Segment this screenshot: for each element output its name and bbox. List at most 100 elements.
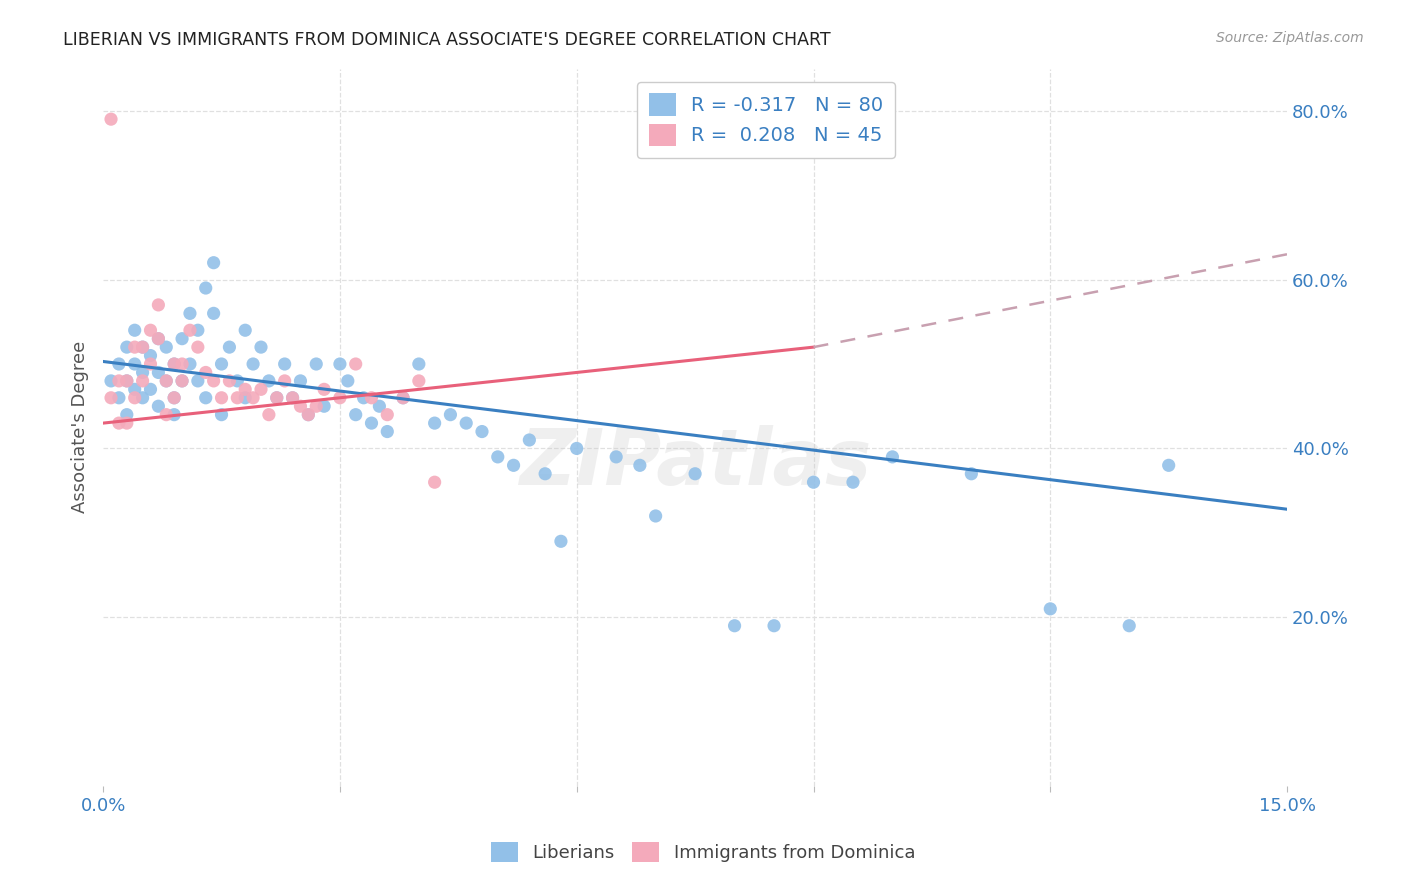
Point: [392, 391, 415, 405]
Point: [108, 391, 131, 405]
Point: [155, 340, 177, 354]
Point: [1118, 618, 1140, 632]
Point: [115, 374, 138, 388]
Point: [170, 357, 193, 371]
Point: [131, 340, 153, 354]
Point: [115, 374, 138, 388]
Point: [187, 340, 209, 354]
Point: [360, 391, 382, 405]
Point: [131, 340, 153, 354]
Point: [202, 256, 225, 270]
Point: [139, 349, 162, 363]
Point: [155, 408, 177, 422]
Point: [329, 357, 352, 371]
Point: [628, 458, 651, 473]
Point: [273, 357, 295, 371]
Point: [392, 391, 415, 405]
Point: [131, 391, 153, 405]
Point: [502, 458, 524, 473]
Point: [124, 340, 146, 354]
Point: [290, 399, 312, 413]
Point: [170, 332, 193, 346]
Point: [124, 382, 146, 396]
Point: [194, 281, 217, 295]
Point: [179, 306, 201, 320]
Point: [170, 374, 193, 388]
Point: [100, 391, 122, 405]
Point: [179, 357, 201, 371]
Point: [187, 323, 209, 337]
Point: [202, 306, 225, 320]
Point: [423, 475, 446, 490]
Point: [1039, 602, 1062, 616]
Point: [266, 391, 288, 405]
Point: [218, 340, 240, 354]
Point: [344, 357, 367, 371]
Point: [1157, 458, 1180, 473]
Point: [115, 408, 138, 422]
Point: [148, 366, 170, 380]
Point: [314, 382, 336, 396]
Point: [163, 391, 186, 405]
Point: [486, 450, 509, 464]
Point: [163, 391, 186, 405]
Point: [305, 399, 328, 413]
Point: [124, 357, 146, 371]
Point: [211, 357, 233, 371]
Point: [336, 374, 359, 388]
Point: [257, 374, 280, 388]
Text: Source: ZipAtlas.com: Source: ZipAtlas.com: [1216, 31, 1364, 45]
Point: [139, 357, 162, 371]
Point: [148, 332, 170, 346]
Point: [124, 323, 146, 337]
Point: [194, 391, 217, 405]
Legend: Liberians, Immigrants from Dominica: Liberians, Immigrants from Dominica: [484, 834, 922, 870]
Point: [218, 374, 240, 388]
Point: [131, 366, 153, 380]
Point: [353, 391, 375, 405]
Point: [368, 399, 391, 413]
Point: [375, 425, 398, 439]
Point: [344, 408, 367, 422]
Point: [842, 475, 865, 490]
Point: [305, 357, 328, 371]
Point: [179, 323, 201, 337]
Point: [266, 391, 288, 405]
Point: [115, 340, 138, 354]
Point: [100, 112, 122, 127]
Point: [108, 357, 131, 371]
Point: [960, 467, 983, 481]
Point: [226, 391, 249, 405]
Point: [211, 408, 233, 422]
Point: [148, 399, 170, 413]
Point: [439, 408, 461, 422]
Legend: R = -0.317   N = 80, R =  0.208   N = 45: R = -0.317 N = 80, R = 0.208 N = 45: [637, 82, 896, 158]
Point: [233, 323, 256, 337]
Point: [233, 391, 256, 405]
Point: [375, 408, 398, 422]
Point: [550, 534, 572, 549]
Point: [683, 467, 706, 481]
Text: LIBERIAN VS IMMIGRANTS FROM DOMINICA ASSOCIATE'S DEGREE CORRELATION CHART: LIBERIAN VS IMMIGRANTS FROM DOMINICA ASS…: [63, 31, 831, 49]
Point: [100, 374, 122, 388]
Point: [882, 450, 904, 464]
Point: [329, 391, 352, 405]
Point: [131, 374, 153, 388]
Point: [408, 374, 430, 388]
Point: [202, 374, 225, 388]
Point: [360, 416, 382, 430]
Point: [242, 391, 264, 405]
Point: [314, 399, 336, 413]
Point: [242, 357, 264, 371]
Point: [148, 298, 170, 312]
Point: [163, 357, 186, 371]
Point: [163, 408, 186, 422]
Point: [250, 382, 273, 396]
Point: [471, 425, 494, 439]
Point: [281, 391, 304, 405]
Point: [423, 416, 446, 430]
Point: [124, 391, 146, 405]
Point: [644, 508, 666, 523]
Point: [108, 374, 131, 388]
Y-axis label: Associate's Degree: Associate's Degree: [72, 342, 89, 514]
